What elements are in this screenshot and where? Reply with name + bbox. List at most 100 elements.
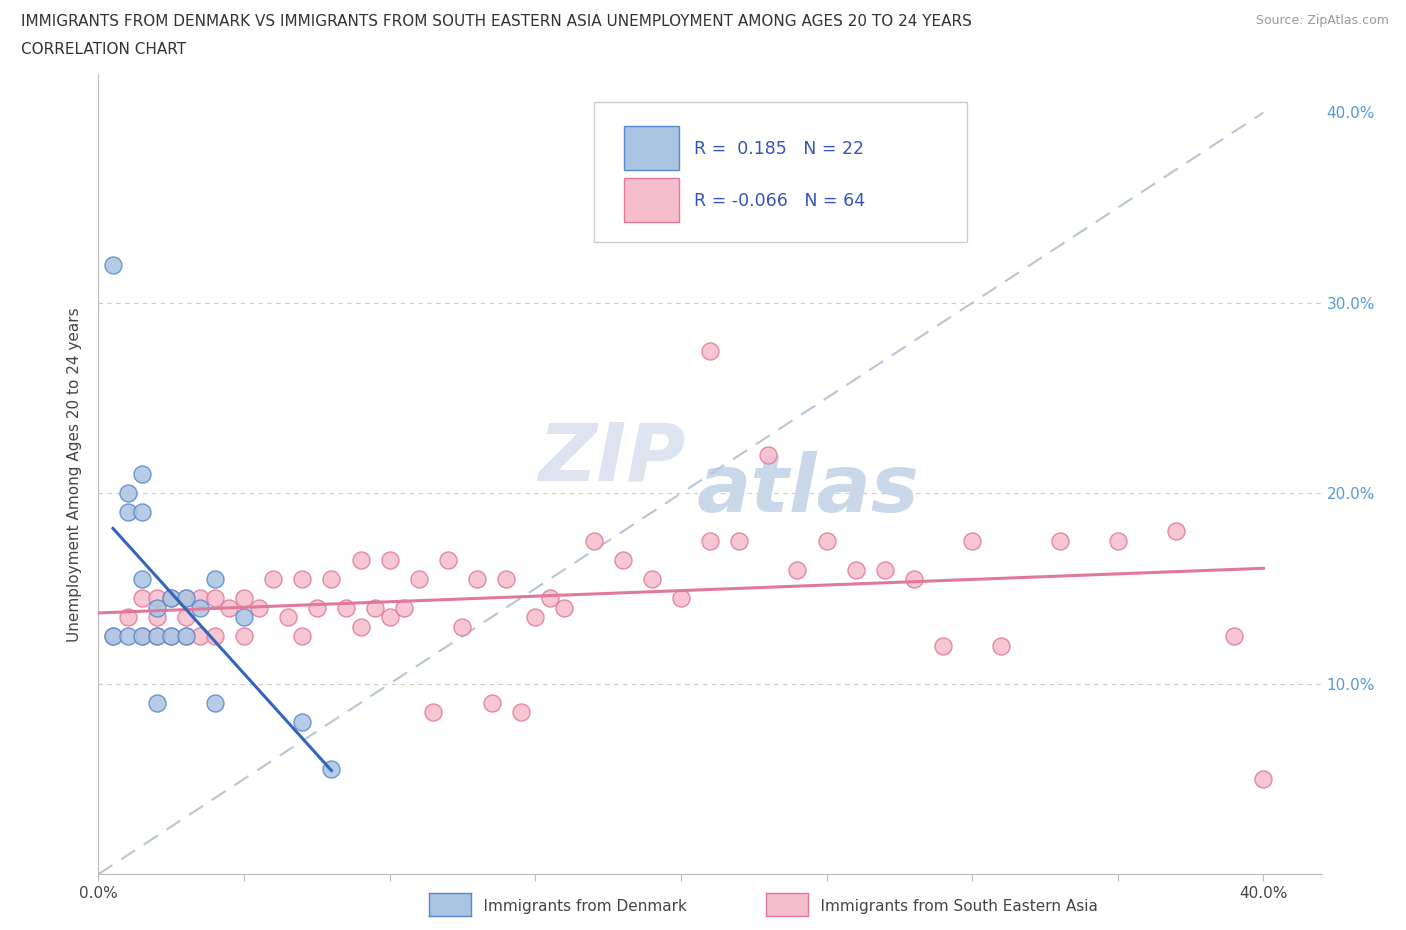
Point [422,705,444,720]
Point [174,629,197,644]
Point [349,552,371,567]
Point [699,343,721,358]
Point [815,534,838,549]
Point [786,562,808,577]
Point [291,629,314,644]
Point [174,610,197,625]
Point [392,600,416,615]
Point [204,591,226,605]
Point [131,467,153,482]
Point [873,562,896,577]
FancyBboxPatch shape [624,179,679,222]
Point [101,629,124,644]
Point [188,600,212,615]
Point [728,534,751,549]
Point [174,591,197,605]
Point [1107,534,1129,549]
Point [101,258,124,272]
Point [321,762,343,777]
Text: Immigrants from South Eastern Asia: Immigrants from South Eastern Asia [801,899,1098,914]
Point [524,610,547,625]
Point [451,619,474,634]
Point [131,505,153,520]
Point [408,572,430,587]
Point [117,505,139,520]
Point [188,591,212,605]
Point [160,629,183,644]
Point [932,638,955,653]
Point [145,591,167,605]
Point [364,600,387,615]
Point [131,591,153,605]
Text: atlas: atlas [696,451,920,529]
Point [233,610,256,625]
Point [145,629,167,644]
Point [131,572,153,587]
Point [204,629,226,644]
Point [233,591,256,605]
Point [204,696,226,711]
Point [495,572,517,587]
Point [131,629,153,644]
Point [437,552,460,567]
Point [247,600,270,615]
Point [1164,524,1187,538]
Point [160,629,183,644]
Text: R =  0.185   N = 22: R = 0.185 N = 22 [695,140,865,158]
Text: IMMIGRANTS FROM DENMARK VS IMMIGRANTS FROM SOUTH EASTERN ASIA UNEMPLOYMENT AMONG: IMMIGRANTS FROM DENMARK VS IMMIGRANTS FR… [21,14,972,29]
Point [131,629,153,644]
Point [321,572,343,587]
Point [160,591,183,605]
Point [277,610,299,625]
Text: ZIP: ZIP [538,419,686,498]
Point [378,610,401,625]
FancyBboxPatch shape [593,102,967,243]
Point [188,629,212,644]
Point [1223,629,1246,644]
Point [465,572,488,587]
Point [291,714,314,729]
Point [145,610,167,625]
Point [845,562,868,577]
Point [145,629,167,644]
Point [553,600,575,615]
Point [903,572,925,587]
Point [538,591,561,605]
Point [117,485,139,500]
Point [756,448,779,463]
Point [699,534,721,549]
Point [582,534,605,549]
Point [204,572,226,587]
Point [174,629,197,644]
Point [960,534,983,549]
Point [117,629,139,644]
Point [612,552,634,567]
Point [349,619,371,634]
Text: R = -0.066   N = 64: R = -0.066 N = 64 [695,192,865,210]
Point [233,629,256,644]
Y-axis label: Unemployment Among Ages 20 to 24 years: Unemployment Among Ages 20 to 24 years [67,307,83,642]
Point [305,600,328,615]
Point [145,696,167,711]
Point [669,591,692,605]
Point [990,638,1012,653]
Point [335,600,357,615]
Point [218,600,240,615]
Point [1049,534,1071,549]
Point [145,600,167,615]
Point [174,591,197,605]
Text: Immigrants from Denmark: Immigrants from Denmark [464,899,688,914]
Point [1253,772,1275,787]
Point [641,572,664,587]
Point [160,591,183,605]
Point [291,572,314,587]
Text: CORRELATION CHART: CORRELATION CHART [21,42,186,57]
Text: Source: ZipAtlas.com: Source: ZipAtlas.com [1256,14,1389,27]
Point [117,610,139,625]
Point [101,629,124,644]
Point [481,696,503,711]
Point [378,552,401,567]
Point [509,705,531,720]
Point [262,572,284,587]
FancyBboxPatch shape [624,126,679,170]
